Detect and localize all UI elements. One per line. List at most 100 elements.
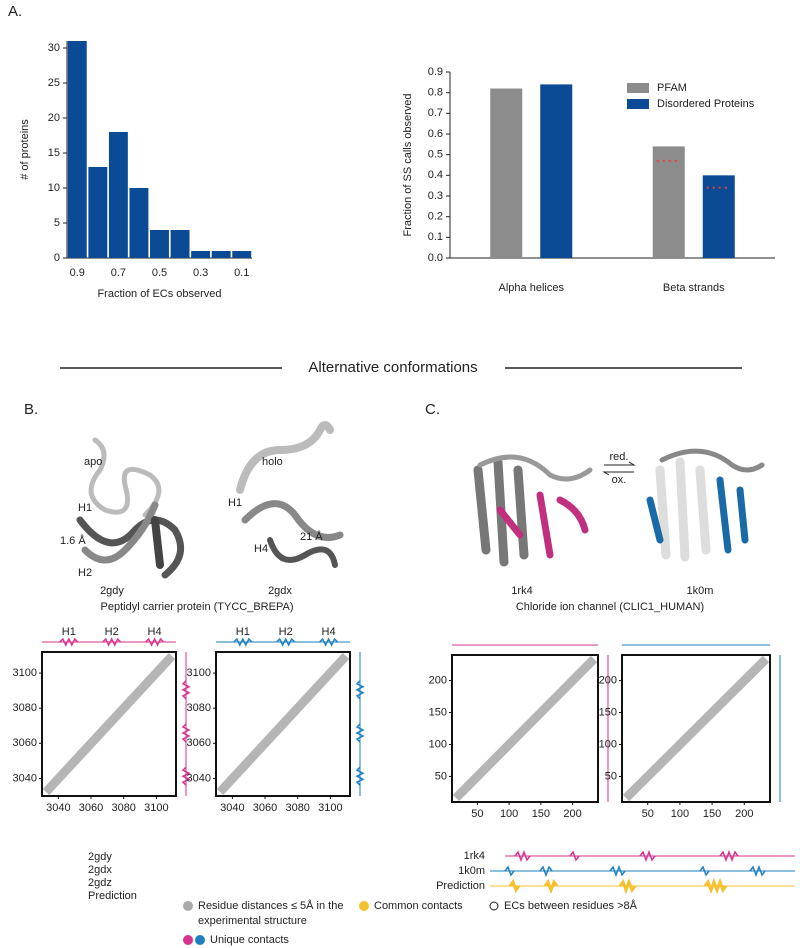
panel-label: B. [24, 401, 38, 418]
y-tick-label: 200 [599, 674, 617, 686]
bar [67, 41, 87, 258]
legend-swatch [183, 935, 193, 945]
x-tick-label: 3100 [318, 802, 342, 814]
helix [145, 637, 165, 647]
y-tick-label: 3080 [13, 702, 37, 714]
track-label: Prediction [436, 880, 485, 892]
legend-label: PFAM [657, 82, 687, 94]
y-axis-label: # of proteins [19, 119, 31, 180]
ss-tracks [490, 849, 795, 895]
y-tick-label: 15 [48, 147, 60, 159]
legend-swatch [627, 99, 649, 109]
y-tick-label: 0.7 [428, 107, 443, 119]
y-tick-label: 0.6 [428, 128, 443, 140]
y-tick-label: 3060 [13, 737, 37, 749]
x-tick-label: 3060 [253, 802, 277, 814]
bar [490, 88, 523, 259]
x-tick-label: 3040 [46, 802, 70, 814]
bar [652, 146, 685, 258]
diagonal [42, 652, 176, 796]
track-label: Prediction [88, 890, 137, 902]
bar [540, 84, 573, 259]
label: 21 Å [300, 530, 323, 543]
helix [355, 680, 365, 700]
label: apo [84, 456, 102, 468]
y-tick-label: 3100 [187, 667, 211, 679]
track-label: 1rk4 [464, 850, 485, 862]
x-tick-label: 200 [735, 808, 753, 820]
track-label: 1k0m [458, 865, 485, 877]
y-tick-label: 0.4 [428, 169, 443, 181]
y-tick-label: 3040 [13, 772, 37, 784]
label: 1.6 Å [60, 534, 86, 547]
y-tick-label: 3060 [187, 737, 211, 749]
label: 2gdy [100, 585, 124, 597]
helix-label: H4 [148, 626, 162, 638]
arrows [602, 461, 636, 476]
bar [88, 167, 108, 258]
y-tick-label: 100 [599, 738, 617, 750]
y-tick-label: 50 [605, 770, 617, 782]
x-tick-label: 50 [471, 808, 483, 820]
bar [191, 251, 211, 258]
y-tick-label: 0.2 [428, 211, 443, 223]
helix-label: H4 [322, 626, 336, 638]
helix [319, 637, 339, 647]
helix [276, 637, 296, 647]
x-tick-label: 100 [500, 808, 518, 820]
y-tick-label: 0.8 [428, 87, 443, 99]
track-label: 2gdx [88, 864, 112, 876]
legend-label: experimental structure [198, 915, 307, 927]
y-tick-label: 0 [54, 252, 60, 264]
helix [355, 766, 365, 786]
bar [108, 132, 128, 258]
helix [233, 637, 253, 647]
bar [170, 230, 190, 258]
legend-label: ECs between residues >8Å [504, 899, 638, 912]
label: H4 [254, 543, 268, 555]
holo-structure [236, 421, 344, 568]
y-tick-label: 0.5 [428, 149, 443, 161]
x-tick-label: 3040 [220, 802, 244, 814]
x-tick-label: 0.3 [193, 267, 208, 279]
diagonal [216, 652, 350, 796]
label: holo [262, 456, 283, 468]
label: red. [610, 451, 629, 463]
x-tick-label: 0.1 [234, 267, 249, 279]
x-tick-label: 0.5 [152, 267, 167, 279]
diagonal [452, 655, 598, 802]
label: ox. [612, 474, 627, 486]
diagonal [622, 655, 770, 802]
map-title: Peptidyl carrier protein (TYCC_BREPA) [101, 601, 294, 613]
helix [181, 680, 191, 700]
bar [129, 188, 149, 258]
legend-label: Common contacts [374, 900, 463, 912]
y-tick-label: 100 [429, 738, 447, 750]
label: H2 [78, 567, 92, 579]
x-tick-label: 150 [532, 808, 550, 820]
y-tick-label: 50 [435, 770, 447, 782]
x-tick-label: 0.9 [70, 267, 85, 279]
x-tick-label: 200 [563, 808, 581, 820]
x-tick-label: 3080 [285, 802, 309, 814]
y-tick-label: 200 [429, 674, 447, 686]
y-tick-label: 0.1 [428, 231, 443, 243]
legend-label: Disordered Proteins [657, 98, 755, 110]
y-tick-label: 150 [599, 706, 617, 718]
legend-swatch [183, 901, 193, 911]
legend-label: Unique contacts [210, 934, 289, 946]
y-tick-label: 3100 [13, 667, 37, 679]
x-tick-label: Beta strands [663, 282, 725, 294]
helix-label: H2 [105, 626, 119, 638]
map-title: Chloride ion channel (CLIC1_HUMAN) [516, 601, 704, 613]
y-tick-label: 30 [48, 42, 60, 54]
y-tick-label: 10 [48, 182, 60, 194]
label: 2gdx [268, 585, 292, 597]
y-tick-label: 25 [48, 77, 60, 89]
x-tick-label: 150 [703, 808, 721, 820]
helix-label: H1 [62, 626, 76, 638]
x-tick-label: 3080 [111, 802, 135, 814]
y-tick-label: 150 [429, 706, 447, 718]
legend-swatch [359, 901, 369, 911]
bar [211, 251, 231, 258]
